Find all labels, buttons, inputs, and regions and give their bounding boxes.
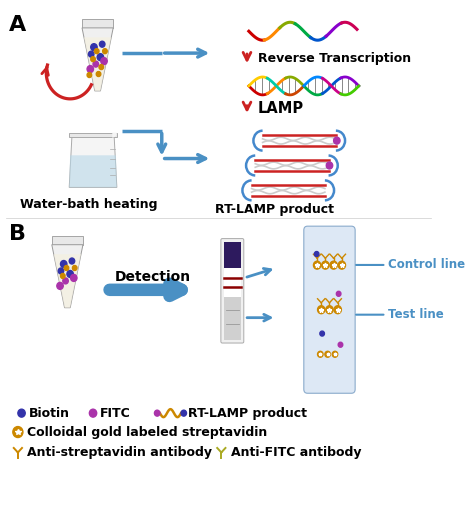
Circle shape [90, 409, 97, 417]
Bar [224, 297, 241, 340]
Polygon shape [52, 245, 83, 308]
Circle shape [318, 306, 325, 313]
Text: FITC: FITC [100, 407, 131, 420]
Circle shape [99, 65, 104, 70]
Circle shape [332, 351, 338, 357]
Circle shape [155, 410, 160, 416]
Bar [82, 19, 113, 28]
Circle shape [96, 71, 101, 76]
FancyBboxPatch shape [304, 226, 355, 393]
Circle shape [64, 266, 69, 270]
Text: LAMP: LAMP [258, 101, 304, 116]
Circle shape [73, 266, 77, 270]
Circle shape [97, 54, 104, 61]
Polygon shape [84, 37, 111, 91]
Circle shape [94, 49, 99, 54]
Circle shape [18, 409, 25, 417]
Polygon shape [69, 135, 117, 187]
Circle shape [314, 251, 319, 256]
Bar [224, 242, 241, 270]
Circle shape [330, 261, 337, 269]
Circle shape [101, 57, 107, 65]
Circle shape [61, 273, 65, 279]
Circle shape [337, 291, 341, 297]
Polygon shape [82, 28, 113, 91]
Circle shape [58, 268, 64, 274]
Circle shape [326, 306, 333, 313]
Circle shape [313, 261, 321, 269]
Circle shape [89, 51, 94, 57]
Text: A: A [9, 15, 26, 35]
Circle shape [61, 261, 67, 267]
Polygon shape [54, 254, 81, 308]
Text: Reverse Transcription: Reverse Transcription [258, 52, 411, 65]
Wedge shape [112, 133, 117, 137]
Text: Colloidal gold labeled streptavidin: Colloidal gold labeled streptavidin [27, 426, 267, 439]
Text: Water-bath heating: Water-bath heating [20, 199, 157, 211]
Circle shape [69, 258, 75, 264]
Text: Control line: Control line [388, 259, 465, 271]
Circle shape [334, 306, 341, 313]
Text: RT-LAMP product: RT-LAMP product [215, 203, 334, 216]
Text: Biotin: Biotin [29, 407, 70, 420]
Text: Test line: Test line [388, 308, 444, 321]
Circle shape [13, 427, 23, 438]
Circle shape [320, 331, 324, 336]
Text: RT-LAMP product: RT-LAMP product [188, 407, 307, 420]
Text: Anti-streptavidin antibody: Anti-streptavidin antibody [27, 446, 212, 460]
Circle shape [71, 274, 77, 282]
Circle shape [326, 162, 333, 169]
Circle shape [100, 41, 105, 47]
Circle shape [318, 351, 323, 357]
Circle shape [338, 342, 343, 347]
Bar [69, 133, 117, 136]
Circle shape [334, 137, 340, 144]
Circle shape [67, 270, 73, 278]
Polygon shape [69, 155, 117, 187]
Text: Anti-FITC antibody: Anti-FITC antibody [230, 446, 361, 460]
Text: Detection: Detection [115, 270, 191, 284]
Circle shape [91, 44, 97, 51]
Circle shape [325, 351, 330, 357]
Bar [52, 236, 83, 245]
Bar [224, 268, 241, 297]
Circle shape [93, 61, 99, 67]
Circle shape [87, 72, 91, 77]
Circle shape [91, 56, 95, 62]
Text: B: B [9, 224, 26, 244]
Circle shape [322, 261, 329, 269]
Circle shape [87, 66, 93, 72]
Circle shape [63, 278, 68, 284]
Circle shape [181, 410, 186, 416]
FancyBboxPatch shape [221, 239, 244, 343]
Circle shape [338, 261, 346, 269]
Circle shape [103, 49, 107, 54]
Circle shape [57, 282, 63, 289]
